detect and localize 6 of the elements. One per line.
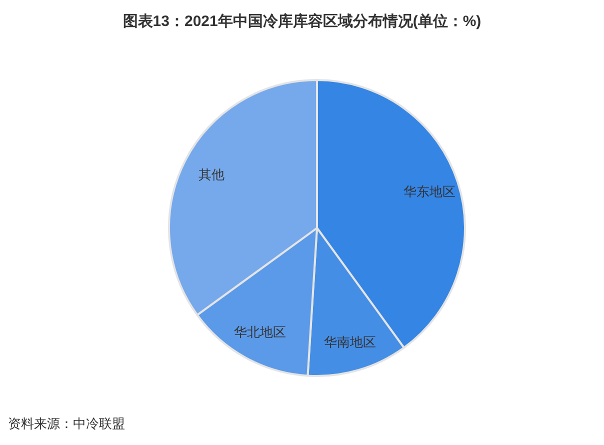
text: 资料来源：中冷联盟 bbox=[8, 416, 125, 431]
slice-label: 华东地区 bbox=[404, 184, 456, 199]
slice-label: 其他 bbox=[198, 166, 225, 182]
slice-label: 华南地区 bbox=[324, 334, 376, 350]
slice-label: 华北地区 bbox=[234, 324, 286, 340]
chart-title: 图表13：2021年中国冷库库容区域分布情况(单位：%) bbox=[122, 12, 482, 30]
